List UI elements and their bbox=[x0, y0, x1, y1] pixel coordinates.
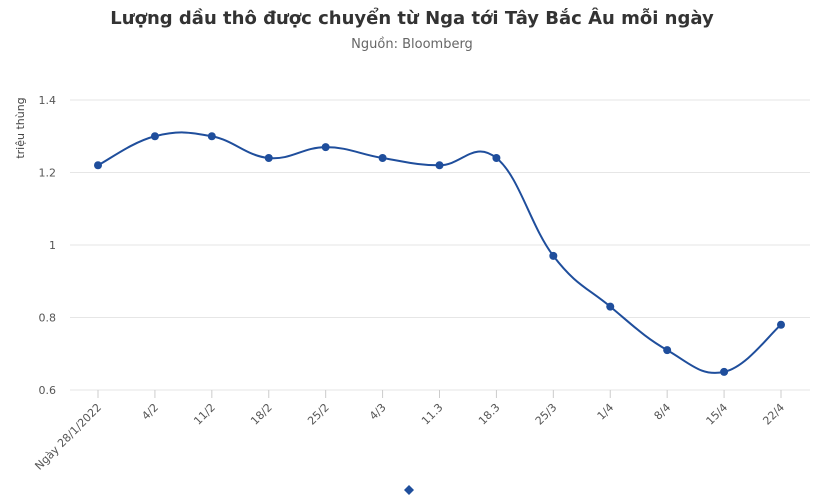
data-point[interactable] bbox=[663, 346, 672, 355]
grid-lines bbox=[70, 99, 810, 391]
x-tick-label: 1/4 bbox=[595, 401, 617, 423]
y-tick-label: 1.4 bbox=[39, 94, 57, 107]
y-axis-ticks: 0.6 0.8 1 1.2 1.4 bbox=[39, 94, 57, 397]
x-tick-label: 8/4 bbox=[652, 401, 674, 423]
data-point[interactable] bbox=[492, 154, 501, 162]
data-point[interactable] bbox=[435, 161, 444, 170]
x-axis-ticks: Ngày 28/1/2022 4/2 11/2 18/2 25/2 4/3 11.3 18.3… bbox=[32, 390, 787, 473]
x-tick-label: 25/3 bbox=[533, 401, 560, 428]
y-tick-label: 1 bbox=[49, 239, 56, 252]
x-tick-label: 11/2 bbox=[191, 401, 218, 428]
legend[interactable] bbox=[404, 485, 414, 495]
x-tick-label: 18.3 bbox=[476, 401, 503, 428]
x-tick-label: 15/4 bbox=[704, 401, 731, 428]
chart-title: Lượng dầu thô được chuyển từ Nga tới Tây… bbox=[110, 8, 714, 29]
data-point[interactable] bbox=[606, 302, 615, 311]
chart-subtitle: Nguồn: Bloomberg bbox=[351, 37, 473, 52]
x-tick-label: 22/4 bbox=[760, 401, 787, 428]
y-tick-label: 0.8 bbox=[39, 312, 57, 325]
x-tick-label: 4/3 bbox=[367, 401, 389, 423]
y-tick-label: 0.6 bbox=[39, 384, 57, 397]
data-point[interactable] bbox=[720, 367, 729, 376]
data-point[interactable] bbox=[207, 132, 216, 141]
data-points bbox=[94, 132, 785, 376]
y-tick-label: 1.2 bbox=[39, 167, 57, 180]
y-axis-label: triệu thùng bbox=[14, 97, 27, 158]
data-point[interactable] bbox=[150, 132, 159, 141]
data-point[interactable] bbox=[321, 143, 330, 152]
x-tick-label: 4/2 bbox=[139, 401, 161, 423]
data-point[interactable] bbox=[777, 320, 785, 329]
data-point[interactable] bbox=[378, 154, 387, 162]
x-tick-label: Ngày 28/1/2022 bbox=[32, 401, 104, 473]
x-tick-label: 11.3 bbox=[419, 401, 446, 428]
data-point[interactable] bbox=[264, 154, 273, 162]
legend-marker[interactable] bbox=[404, 485, 414, 495]
x-tick-label: 25/2 bbox=[305, 401, 332, 428]
data-point[interactable] bbox=[94, 161, 102, 170]
x-tick-label: 18/2 bbox=[248, 401, 275, 428]
data-point[interactable] bbox=[549, 251, 558, 260]
